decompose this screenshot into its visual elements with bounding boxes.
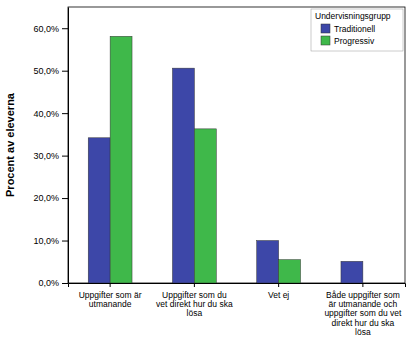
legend-box — [311, 9, 403, 51]
y-axis-title: Procent av eleverna — [4, 92, 16, 197]
y-tick: 10,0% — [33, 236, 68, 246]
bar — [172, 68, 194, 283]
legend-label: Progressiv — [334, 36, 375, 46]
y-tick-mark — [62, 198, 68, 199]
y-tick-mark — [62, 283, 68, 284]
y-tick-label: 0,0% — [38, 278, 59, 288]
x-axis: Uppgifter som ärutmanande Uppgifter som d… — [69, 283, 406, 337]
y-tick-label: 50,0% — [33, 66, 59, 76]
bar — [279, 260, 301, 283]
y-tick-mark — [62, 241, 68, 242]
legend-title: Undervisningsgrupp — [315, 11, 391, 21]
y-tick: 30,0% — [33, 151, 68, 161]
y-tick-label: 40,0% — [33, 109, 59, 119]
x-tick-label: Uppgifter som duvet direkt hur du skalös… — [156, 290, 233, 319]
y-axis-line — [68, 8, 69, 284]
x-tick-mark — [194, 283, 195, 287]
y-tick-mark — [62, 113, 68, 114]
x-tick-label: Uppgifter som ärutmanande — [79, 290, 142, 309]
x-tick: Uppgifter som duvet direkt hur du skalös… — [156, 283, 233, 318]
y-tick-label: 20,0% — [33, 193, 59, 203]
legend-label: Traditionell — [334, 24, 375, 34]
x-tick-mark — [362, 283, 363, 287]
bars — [88, 36, 363, 283]
x-tick: Vet ej — [268, 283, 289, 300]
plot-frame — [68, 7, 405, 283]
y-tick-label: 10,0% — [33, 236, 59, 246]
x-tick: Uppgifter som ärutmanande — [79, 283, 142, 309]
y-tick-label: 60,0% — [33, 24, 59, 34]
legend-swatch — [321, 36, 330, 45]
x-tick-mark — [278, 283, 279, 287]
y-tick-mark — [62, 28, 68, 29]
bar — [363, 283, 385, 284]
y-tick: 50,0% — [33, 66, 68, 76]
x-tick-mark — [110, 283, 111, 287]
x-tick: Både uppgifter somär utmanande ochuppgif… — [324, 283, 402, 337]
y-tick: 40,0% — [33, 109, 68, 119]
y-tick-mark — [62, 156, 68, 157]
y-tick: 0,0% — [38, 278, 68, 288]
x-tick-label: Både uppgifter somär utmanande ochuppgif… — [324, 290, 402, 337]
bar — [341, 261, 363, 283]
x-tick-label: Vet ej — [268, 290, 289, 300]
bar — [88, 138, 110, 283]
legend: Undervisningsgrupp Traditionell Progressiv — [311, 9, 403, 51]
bar — [110, 36, 132, 283]
chart: 0,0% 10,0% 20,0% 30,0% 40,0% 50,0% 60,0% Uppgif… — [0, 0, 412, 337]
y-axis: 0,0% 10,0% 20,0% 30,0% 40,0% 50,0% 60,0% — [33, 8, 68, 289]
plot: 0,0% 10,0% 20,0% 30,0% 40,0% 50,0% 60,0% Uppgif… — [33, 7, 405, 337]
y-tick-mark — [62, 71, 68, 72]
bar — [194, 129, 216, 283]
y-tick-label: 30,0% — [33, 151, 59, 161]
legend-swatch — [321, 24, 330, 33]
y-tick: 20,0% — [33, 193, 68, 203]
x-axis-line — [69, 284, 406, 288]
y-tick: 60,0% — [33, 24, 68, 34]
bar — [257, 241, 279, 283]
